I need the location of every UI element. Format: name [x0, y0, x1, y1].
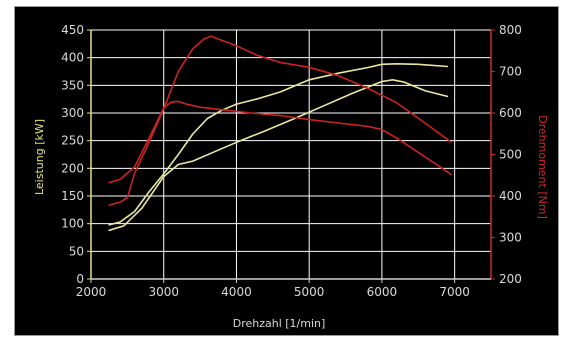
- y-left-tick-label: 300: [61, 106, 84, 120]
- y-left-tick-label: 50: [69, 244, 84, 258]
- dyno-chart: 2000 3000 4000 5000 6000 7000 0 50 100 150 200 250 3…: [33, 23, 549, 330]
- torque-curve-4: [108, 100, 452, 184]
- y-axis-title-right: Drehmoment [Nm]: [536, 115, 549, 219]
- y-left-tick-label: 450: [61, 23, 84, 37]
- x-axis-title: Drehzahl [1/min]: [233, 317, 326, 330]
- torque-curve-3: [108, 35, 452, 206]
- y-right-tick-label: 300: [499, 231, 522, 245]
- power-curve-2: [108, 79, 449, 232]
- y-right-tick-label: 500: [499, 148, 522, 162]
- y-right-tick-label: 600: [499, 106, 522, 120]
- y-left-tick-label: 150: [61, 189, 84, 203]
- x-tick-label: 2000: [76, 285, 107, 299]
- y-left-tick-label: 0: [76, 272, 84, 286]
- y-right-tick-label: 200: [499, 272, 522, 286]
- x-tick-label: 6000: [367, 285, 398, 299]
- x-tick-label: 7000: [439, 285, 470, 299]
- x-tick-label: 4000: [221, 285, 252, 299]
- y-left-tick-label: 200: [61, 161, 84, 175]
- y-left-tick-label: 400: [61, 51, 84, 65]
- chart-panel: 2000 3000 4000 5000 6000 7000 0 50 100 150 200 250 3…: [14, 6, 559, 336]
- y-right-tick-label: 800: [499, 23, 522, 37]
- y-right-tick-label: 700: [499, 65, 522, 79]
- y-left-tick-label: 250: [61, 134, 84, 148]
- power-curve-1: [108, 62, 449, 226]
- y-left-tick-label: 350: [61, 78, 84, 92]
- x-tick-label: 5000: [294, 285, 325, 299]
- y-right-tick-label: 400: [499, 189, 522, 203]
- y-axis-title-left: Leistung [kW]: [33, 119, 46, 195]
- y-left-tick-label: 100: [61, 217, 84, 231]
- x-tick-label: 3000: [148, 285, 179, 299]
